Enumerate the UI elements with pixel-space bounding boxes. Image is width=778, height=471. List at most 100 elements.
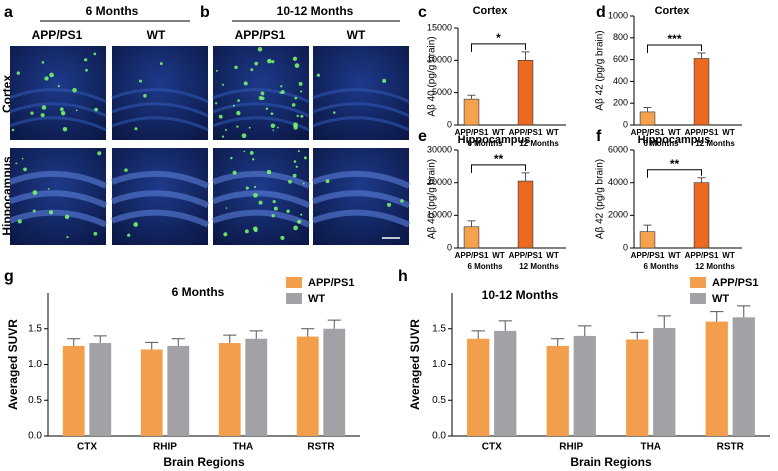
plaque [248,126,251,129]
plaque [64,214,70,220]
plaque [93,52,97,56]
plaque [303,156,307,160]
plaque [316,73,321,77]
panel-label: c [418,4,427,21]
plaque [277,126,279,129]
error-bar [643,224,652,232]
plaque [273,206,278,211]
plaque [293,225,298,231]
tissue-layer [312,88,410,104]
plaque [214,102,218,105]
bar [167,345,190,436]
bar [732,317,755,436]
plaque [293,122,298,128]
y-tick-label: 10000 [427,55,452,65]
tissue-layer [211,170,311,189]
plaque [292,173,297,178]
plaque [223,232,228,237]
bar [62,345,85,436]
plaque [300,114,304,118]
plaque [250,68,254,72]
plaque [302,182,305,185]
y-tick-label: 1.5 [28,323,42,334]
plaque [253,192,258,198]
panel-label: b [200,4,210,21]
y-tick-label: 0.5 [432,395,446,406]
tissue-layer [9,102,107,118]
y-tick-label: 0.5 [28,395,42,406]
plaque [241,133,247,139]
tissue-layer [110,190,210,209]
y-tick-label: 5000 [432,87,452,97]
y-tick-label: 1000 [608,10,628,20]
plaque [245,186,249,190]
plaque [97,151,102,156]
x-tick-label: APP/PS1 [685,251,719,260]
plaque [85,68,88,72]
tissue-layer [110,209,210,228]
plaque [66,235,69,239]
column-label: APP/PS1 [235,28,286,42]
panel-label: g [4,268,14,285]
significance-bracket [471,164,526,173]
x-tick-label: APP/PS1 [455,251,489,260]
group-label: 6 Months [643,139,679,148]
x-tick-label: CTX [482,442,502,453]
panel-title: 10-12 Months [277,4,354,18]
plaque [93,231,98,236]
plaque [270,123,276,129]
x-tick-label: APP/PS1 [509,128,543,137]
plaque [44,76,49,81]
x-tick-label: WT [492,251,505,260]
x-tick-label: APP/PS1 [455,128,489,137]
plaque [291,103,296,107]
plaque [236,125,239,128]
plaque [300,213,303,216]
bar [693,58,710,126]
tissue-layer [212,88,310,104]
plaque [216,69,218,72]
plaque [280,235,285,240]
error-bar [697,177,706,183]
chart-title: Hippocampus [638,134,711,146]
group-label: 12 Months [519,262,559,271]
tissue-layer [8,170,108,189]
plaque [133,222,139,227]
plaque [300,90,303,93]
y-tick-label: 600 [613,54,628,64]
tissue-layer [8,190,108,209]
plaque [72,87,77,93]
column-label: WT [347,28,366,42]
plaque [48,210,54,215]
bar [517,60,534,126]
plaque [280,85,283,88]
y-axis-title: Averaged SUVR [6,319,20,410]
tissue-layer [111,116,209,132]
x-tick-label: WT [546,128,559,137]
plaque [387,202,392,207]
x-tick-label: APP/PS1 [631,251,665,260]
plaque [294,96,298,100]
panel-label: e [418,128,427,145]
plaque [139,79,143,83]
x-tick-label: THA [233,442,254,453]
plaque [261,96,265,101]
chart-title: Cortex [655,5,691,17]
bar [140,349,163,436]
tissue-layer [111,102,209,118]
tissue-layer [212,116,310,132]
error-bar [301,328,315,337]
bar [323,328,346,436]
plaque [41,105,47,110]
group-label: 12 Months [519,139,559,148]
group-label: 6 Months [643,262,679,271]
x-tick-label: WT [722,251,735,260]
x-tick-label: APP/PS1 [509,251,543,260]
plaque [271,60,275,64]
column-label: APP/PS1 [32,28,83,42]
plaque [40,113,45,118]
plaque [21,157,24,160]
panel-label: a [4,4,13,21]
plaque [243,150,246,153]
y-tick-label: 0 [623,119,628,129]
